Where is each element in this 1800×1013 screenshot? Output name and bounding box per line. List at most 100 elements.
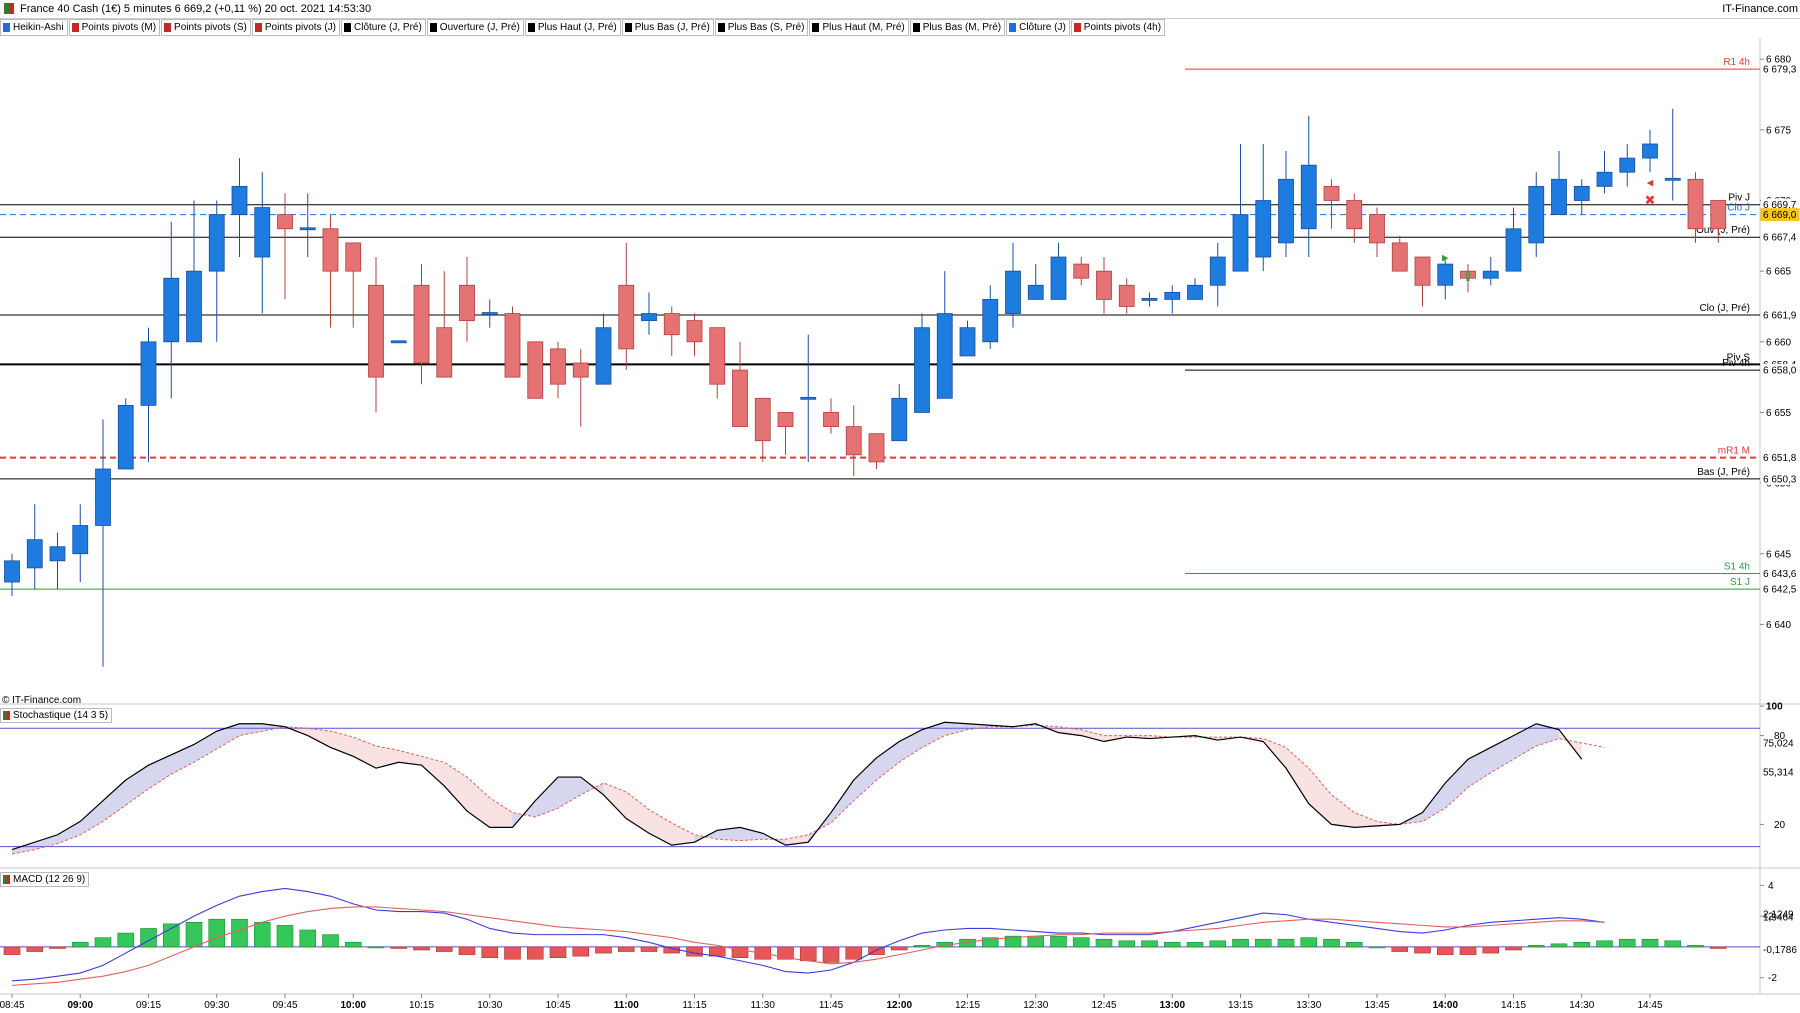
stochastic-k-line [11,721,1583,851]
stochastic-fill [922,722,945,748]
macd-tick-label: 2 [1768,912,1774,923]
macd-histogram-bar [1459,946,1477,955]
reference-line-label: Ouv (J, Pré) [1696,225,1750,236]
candle [1118,284,1135,307]
candle [1551,178,1567,216]
macd-histogram-bar [708,946,726,957]
candle [4,560,20,583]
candle [1710,200,1727,230]
time-tick-label: 09:00 [67,1000,93,1011]
macd-histogram-bar [1095,938,1113,948]
legend-label: Ouverture (J, Pré) [439,22,520,33]
candle [1073,263,1090,279]
stochastic-fill [1331,794,1355,828]
stochastic-value-tag: 75,024 [1763,738,1794,749]
price-tag: 6 669,0 [1763,210,1797,221]
reference-line-label: R1 4h [1723,57,1750,68]
candle [186,270,202,343]
reference-line-label: Bas (J, Pré) [1697,467,1750,478]
stochastic-fill [376,745,399,769]
legend-label: Plus Bas (M, Pré) [922,22,1002,33]
stochastic-fill [34,834,58,850]
macd-histogram-bar [1687,945,1704,948]
macd-histogram-bar [981,937,999,948]
price-tag-bg [1761,198,1799,211]
candle [322,228,339,272]
legend-label: Clôture (J) [1019,22,1066,33]
copyright-label: © IT-Finance.com [2,695,82,706]
legend-item[interactable]: Points pivots (S) [161,19,251,36]
price-tag: 6 679,3 [1763,65,1797,76]
legend-item[interactable]: Points pivots (M) [68,19,161,36]
macd-histogram-bar [868,946,885,955]
stochastic-fill [171,744,194,775]
legend-item[interactable]: Clôture (J, Pré) [341,19,426,36]
time-tick-label: 12:45 [1091,1000,1116,1011]
macd-histogram-bar [1050,935,1067,948]
legend-item[interactable]: Points pivots (4h) [1070,19,1166,36]
candle [1642,143,1658,159]
macd-tick-label: -2 [1768,973,1777,984]
price-tag: 6 669,7 [1763,200,1797,211]
macd-histogram-bar [276,925,294,948]
candle [663,313,680,336]
legend-item[interactable]: Plus Haut (M, Pré) [809,19,909,36]
macd-histogram-bar [1618,938,1636,948]
stochastic-panel-title[interactable]: Stochastique (14 3 5) [0,708,113,723]
legend-item[interactable]: Clôture (J) [1006,19,1070,36]
macd-histogram-bar [1596,940,1613,948]
candle [1528,185,1545,244]
macd-histogram-bar [1323,938,1340,948]
price-tag: 6 643,6 [1763,569,1797,580]
candle [641,313,657,322]
candle [1369,214,1385,244]
candle [1300,164,1317,230]
candle [686,320,703,343]
macd-macd-line [11,887,1605,982]
stochastic-fill [444,762,467,812]
legend-item[interactable]: Ouverture (J, Pré) [426,19,524,36]
time-tick-label: 10:30 [477,1000,502,1011]
time-tick-label: 10:00 [340,1000,366,1011]
price-tag-bg [1761,364,1799,377]
legend-item[interactable]: Plus Bas (J, Pré) [621,19,714,36]
legend-item[interactable]: Plus Bas (M, Pré) [909,19,1006,36]
legend-item[interactable]: Points pivots (J) [251,19,340,36]
stochastic-fill [330,731,354,757]
legend-item[interactable]: Plus Haut (J, Pré) [524,19,621,36]
stochastic-fill [80,800,103,835]
macd-panel-title[interactable]: MACD (12 26 9) [0,872,90,887]
legend-label: Points pivots (S) [174,22,247,33]
candle [1209,256,1226,286]
price-tick-label: 6 655 [1766,408,1791,419]
macd-histogram-bar [322,934,339,948]
stochastic-fill [558,777,581,809]
legend-item[interactable]: Heikin-Ashi [0,19,68,36]
legend-swatch-icon [164,23,172,32]
candle [618,284,635,350]
candle [459,284,475,322]
candle [527,341,544,399]
stochastic-fill [489,797,513,828]
macd-histogram-bar [913,945,931,948]
legend-item[interactable]: Plus Bas (S, Pré) [714,19,809,36]
candle [254,207,271,258]
candle [1505,228,1522,272]
macd-histogram-bar [777,946,794,960]
macd-histogram-bar [731,946,749,958]
macd-histogram-bar [799,946,817,962]
legend-swatch-icon [254,23,262,32]
candle [550,348,566,385]
macd-histogram-bar [1368,946,1386,949]
macd-histogram-bar [1505,946,1522,951]
reference-line-label: Piv 4h [1722,358,1750,369]
legend-label: Plus Haut (M, Pré) [822,22,905,33]
stochastic-fill [535,777,558,817]
macd-histogram-bar [549,946,567,958]
macd-histogram-bar [640,946,658,952]
time-tick-label: 12:30 [1023,1000,1048,1011]
candle [777,412,794,427]
reference-line-label: S1 4h [1724,562,1750,573]
macd-histogram-bar [253,922,271,948]
